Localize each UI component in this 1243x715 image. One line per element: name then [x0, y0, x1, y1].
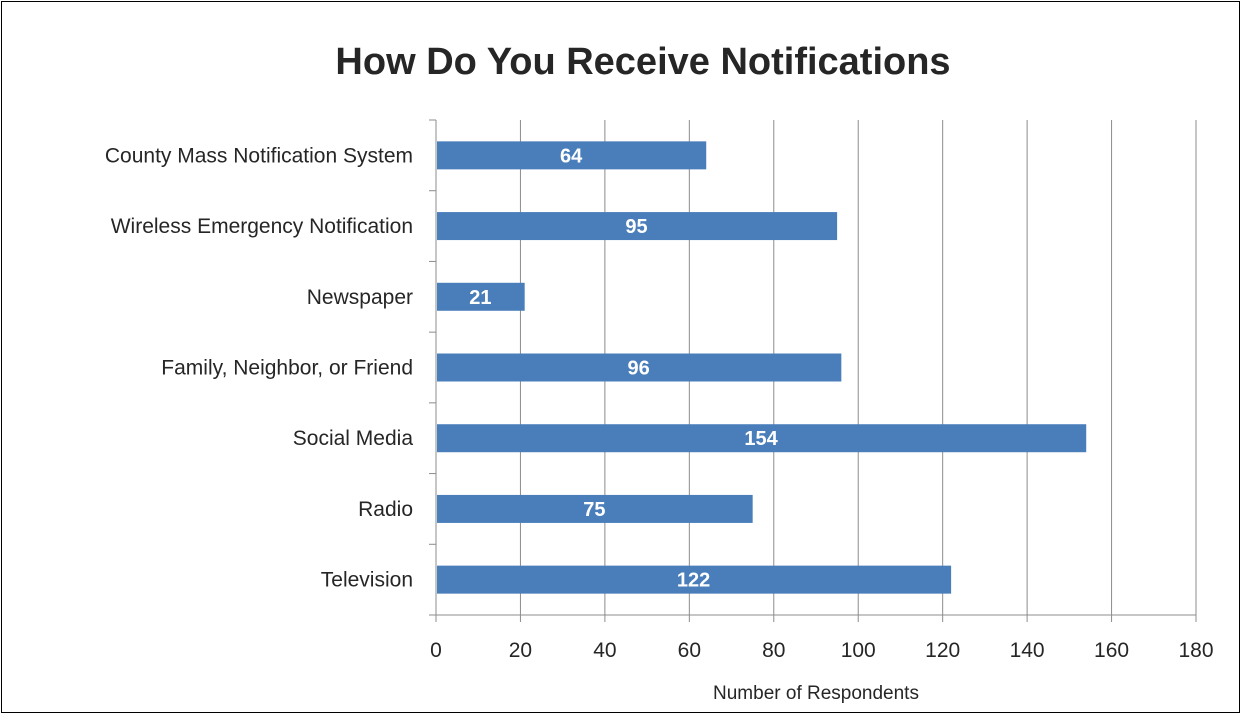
category-label: Wireless Emergency Notification [111, 215, 413, 238]
bar [437, 353, 842, 382]
gridlines [519, 120, 1197, 615]
bar [437, 212, 838, 241]
category-label: Social Media [293, 427, 414, 450]
x-tick-label: 0 [430, 639, 442, 662]
x-tick-label: 60 [678, 639, 701, 662]
category-label: Family, Neighbor, or Friend [161, 357, 413, 380]
bar-data-label: 154 [744, 428, 778, 450]
bar [437, 565, 952, 594]
category-label: Newspaper [307, 286, 413, 309]
x-tick-label: 120 [925, 639, 960, 662]
bar-data-label: 95 [625, 216, 647, 238]
x-tick-labels: 0 20 40 60 80 100 120 140 160 180 [430, 639, 1213, 662]
bar-data-label: 64 [560, 145, 583, 167]
bar [437, 494, 753, 523]
bar [437, 424, 1087, 453]
bar-data-label: 122 [677, 570, 710, 592]
bar-data-label: 75 [583, 499, 605, 521]
chart-title: How Do You Receive Notifications [335, 41, 950, 83]
axes [429, 119, 1197, 622]
x-tick-label: 100 [841, 639, 876, 662]
category-label: Radio [358, 498, 413, 521]
bar [437, 282, 525, 311]
x-axis-title: Number of Respondents [713, 683, 919, 704]
category-labels: County Mass Notification System Wireless … [105, 144, 413, 591]
bars: 64 95 21 96 154 75 122 [437, 141, 1087, 594]
bar-data-label: 21 [469, 287, 491, 309]
x-tick-label: 180 [1178, 639, 1213, 662]
x-tick-label: 40 [593, 639, 616, 662]
category-label: County Mass Notification System [105, 144, 413, 167]
x-tick-label: 20 [509, 639, 532, 662]
x-tick-label: 80 [762, 639, 785, 662]
x-tick-label: 160 [1094, 639, 1129, 662]
bar-data-label: 96 [628, 358, 650, 380]
category-label: Television [321, 569, 413, 592]
x-tick-label: 140 [1010, 639, 1045, 662]
bar [437, 141, 707, 170]
